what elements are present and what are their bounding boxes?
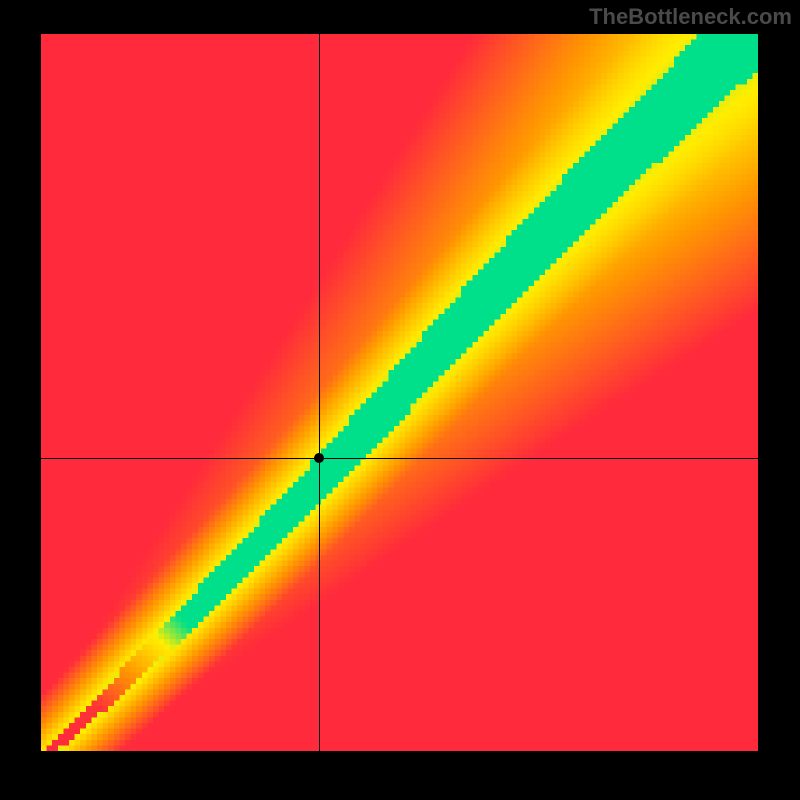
- crosshair-marker-dot: [314, 453, 324, 463]
- crosshair-vertical: [319, 34, 320, 751]
- bottleneck-heatmap: [41, 34, 758, 751]
- crosshair-horizontal: [41, 458, 758, 459]
- attribution-label: TheBottleneck.com: [589, 4, 792, 30]
- chart-wrapper: TheBottleneck.com: [0, 0, 800, 800]
